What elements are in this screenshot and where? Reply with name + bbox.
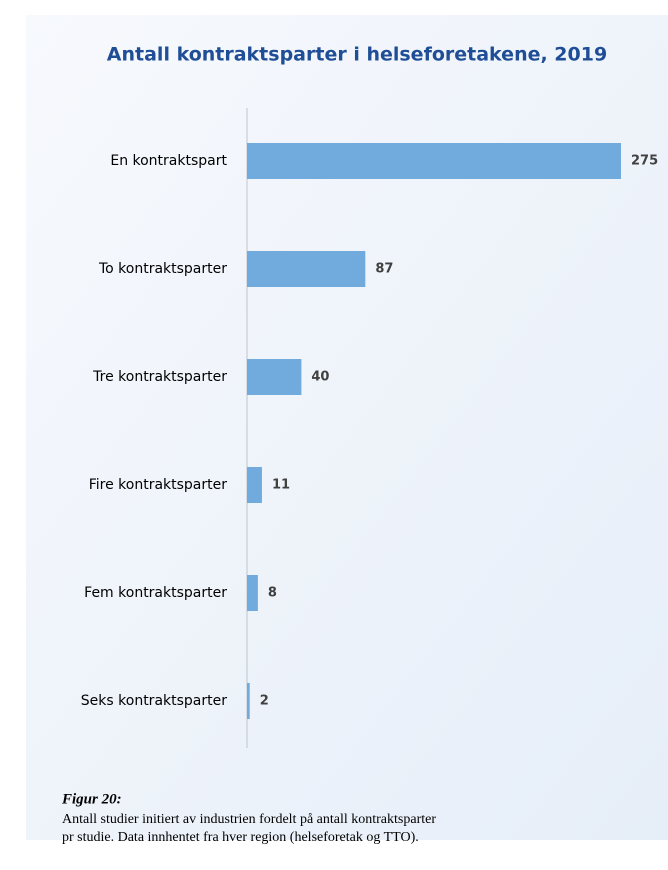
category-label: Seks kontraktsparter — [81, 693, 227, 709]
bar — [247, 143, 621, 179]
category-label: Fire kontraktsparter — [89, 477, 228, 493]
bar — [247, 575, 258, 611]
bar — [247, 359, 302, 395]
data-label: 87 — [375, 262, 393, 277]
caption-label: Figur 20: — [61, 791, 122, 807]
category-label: Fem kontraktsparter — [84, 585, 227, 601]
data-label: 11 — [272, 478, 290, 493]
caption-text: pr studie. Data innhentet fra hver regio… — [62, 830, 419, 845]
data-label: 2 — [260, 694, 269, 709]
caption-text: Antall studier initiert av industrien fo… — [62, 812, 436, 827]
category-label: En kontraktspart — [110, 153, 227, 169]
data-label: 275 — [631, 154, 658, 169]
category-label: To kontraktsparter — [98, 261, 227, 277]
data-label: 40 — [311, 370, 329, 385]
data-label: 8 — [268, 586, 277, 601]
bar — [247, 467, 262, 503]
bar — [247, 251, 366, 287]
category-label: Tre kontraktsparter — [92, 369, 227, 385]
panel — [26, 15, 668, 840]
chart-title: Antall kontraktsparter i helseforetakene… — [107, 44, 607, 66]
bar — [247, 683, 250, 719]
